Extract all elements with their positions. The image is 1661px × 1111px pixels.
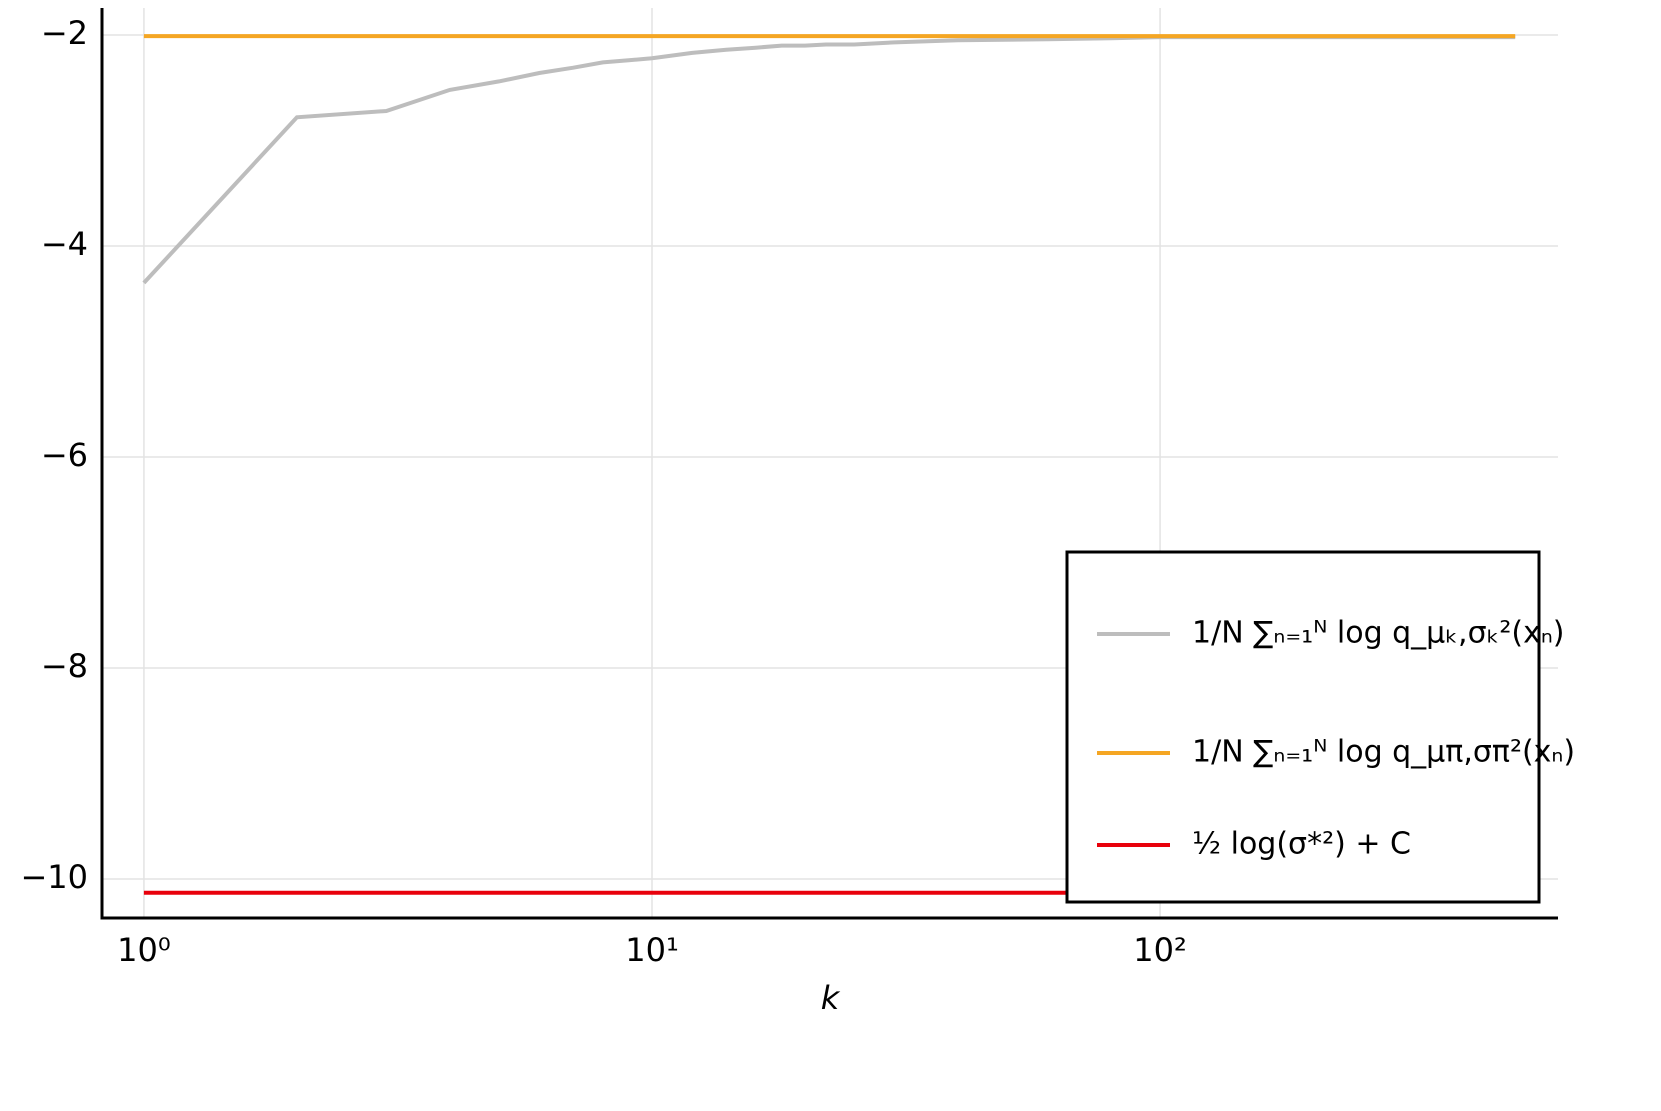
y-tick-label: −2 (41, 14, 88, 52)
y-tick-label: −10 (20, 858, 88, 896)
legend-label: 1/N ∑ₙ₌₁ᴺ log q_μπ,σπ²(xₙ) (1192, 735, 1575, 770)
y-tick-label: −6 (41, 436, 88, 474)
y-tick-label: −4 (41, 225, 88, 263)
x-axis-label: k (821, 979, 841, 1017)
x-tick-label: 10⁰ (117, 931, 171, 969)
legend-label: 1/N ∑ₙ₌₁ᴺ log q_μₖ,σₖ²(xₙ) (1192, 616, 1565, 651)
legend: 1/N ∑ₙ₌₁ᴺ log q_μₖ,σₖ²(xₙ) 1/N ∑ₙ₌₁ᴺ log … (1065, 550, 1575, 904)
x-tick-label: 10² (1133, 931, 1187, 969)
y-tick-label: −8 (41, 647, 88, 685)
x-tick-label: 10¹ (625, 931, 679, 969)
series-line (142, 35, 1516, 285)
legend-label: ½ log(σ*²) + C (1192, 827, 1411, 862)
